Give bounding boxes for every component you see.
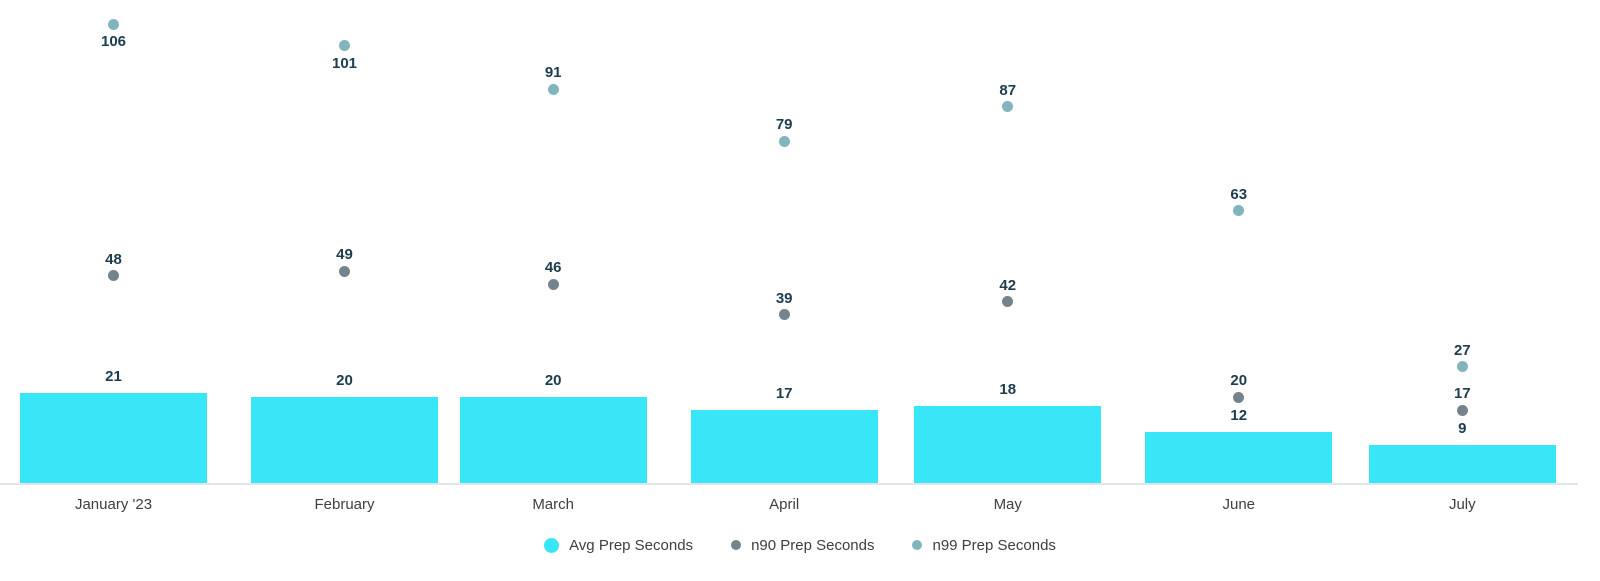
point-n99-prep-seconds-april[interactable] [778,135,790,147]
bar-avg-prep-seconds-june[interactable] [1145,431,1333,483]
annotation-n99-july: 27 [1453,341,1471,359]
point-n90-prep-seconds-february[interactable] [339,265,350,277]
legend-marker-n90-dot-icon [731,540,742,550]
annotation-n99-january-23: 106 [100,33,127,51]
legend-marker-avg-circle-icon [544,537,560,553]
annotation-n99-march: 91 [544,64,562,82]
legend: Avg Prep Seconds n90 Prep Seconds n99 Pr… [0,534,1600,556]
bar-avg-prep-seconds-january-23[interactable] [20,392,207,483]
bar-avg-prep-seconds-february[interactable] [251,397,438,483]
annotation-n90-april: 39 [775,289,793,307]
annotation-avg-july: 9 [1458,419,1467,437]
point-n90-prep-seconds-april[interactable] [778,309,790,321]
x-axis-label-july: July [1448,496,1476,513]
point-n99-prep-seconds-july[interactable] [1456,361,1468,373]
x-axis-label-march: March [532,496,574,513]
annotation-n99-june: 63 [1230,185,1248,203]
legend-item-n99-prep-seconds[interactable]: n99 Prep Seconds [912,536,1056,554]
point-n90-prep-seconds-march[interactable] [547,278,559,290]
point-n99-prep-seconds-february[interactable] [339,40,350,52]
bar-avg-prep-seconds-july[interactable] [1368,444,1556,483]
legend-marker-n99-dot-icon [912,540,923,550]
legend-label-n90: n90 Prep Seconds [751,536,875,554]
legend-item-avg-prep-seconds[interactable]: Avg Prep Seconds [544,537,693,554]
annotation-n99-april: 79 [775,116,793,134]
point-n90-prep-seconds-june[interactable] [1233,391,1245,403]
annotation-n90-july: 17 [1453,385,1471,403]
point-n90-prep-seconds-july[interactable] [1456,404,1468,416]
legend-item-n90-prep-seconds[interactable]: n90 Prep Seconds [731,537,874,554]
annotation-n90-may: 42 [999,276,1017,294]
annotation-n99-february: 101 [331,54,358,72]
annotation-n99-may: 87 [999,81,1017,99]
x-axis-line [0,483,1578,485]
bar-avg-prep-seconds-march[interactable] [459,397,647,483]
annotation-n90-january-23: 48 [105,250,122,268]
point-n90-prep-seconds-may[interactable] [1002,296,1014,308]
annotation-n90-march: 46 [544,259,562,277]
bar-avg-prep-seconds-april[interactable] [690,410,878,483]
legend-label-n99: n99 Prep Seconds [932,536,1056,554]
x-axis-label-february: February [314,496,375,513]
annotation-n90-june: 20 [1230,372,1248,390]
x-axis-label-june: June [1222,496,1256,513]
point-n99-prep-seconds-january-23[interactable] [108,18,119,30]
annotation-avg-march: 20 [544,372,562,390]
x-axis-label-may: May [993,496,1022,513]
legend-label-avg: Avg Prep Seconds [569,536,694,554]
point-n90-prep-seconds-january-23[interactable] [108,270,119,282]
bar-avg-prep-seconds-may[interactable] [914,405,1102,483]
annotation-avg-february: 20 [336,372,353,390]
annotation-n90-february: 49 [336,246,353,264]
point-n99-prep-seconds-may[interactable] [1002,101,1014,113]
annotation-avg-may: 18 [999,380,1017,398]
point-n99-prep-seconds-march[interactable] [547,83,559,95]
point-n99-prep-seconds-june[interactable] [1233,205,1245,217]
annotation-avg-january-23: 21 [105,367,122,385]
annotation-avg-june: 12 [1230,406,1248,424]
annotation-avg-april: 17 [775,385,793,403]
x-axis-label-april: April [769,496,800,513]
x-axis-label-january-23: January '23 [74,496,153,513]
